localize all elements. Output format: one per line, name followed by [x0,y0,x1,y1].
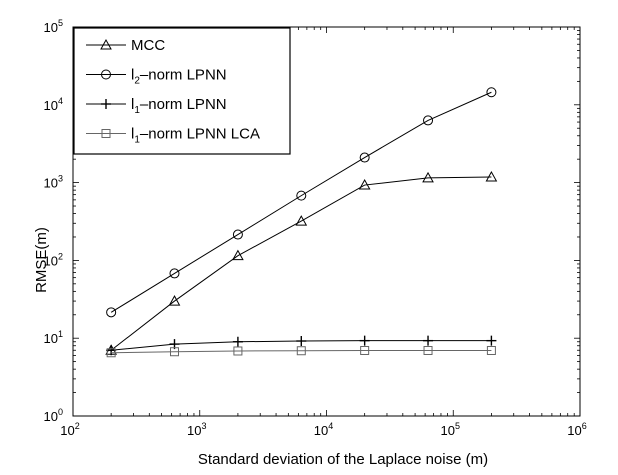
series-3 [106,345,496,358]
legend-label: l1–norm LPNN [131,96,227,116]
series-1 [106,87,497,318]
data-point [423,335,434,346]
y-tick-label: 100 [44,407,63,424]
x-tick-label: 104 [314,421,333,438]
legend-entry: l2–norm LPNN [86,67,227,87]
x-axis-title: Standard deviation of the Laplace noise … [198,451,488,468]
data-point [486,335,497,346]
series-line [111,349,492,354]
data-point [106,345,117,356]
y-tick-label: 103 [44,174,63,191]
legend-label: l2–norm LPNN [131,67,227,87]
x-tick-label: 102 [60,421,79,438]
data-point [359,152,370,163]
legend-marker [101,69,111,80]
legend: MCC l2–norm LPNN l1–norm LPNN l1–norm LPNN … [73,27,291,155]
data-point [169,268,180,279]
data-point [360,345,370,355]
x-tick-label: 106 [567,421,586,438]
legend-entry: MCC [86,37,165,54]
data-point [485,170,498,182]
data-point [359,335,370,346]
data-point [232,229,243,240]
legend-label: MCC [131,37,165,54]
legend-marker [101,99,111,109]
y-tick-label: 102 [44,251,63,268]
legend-entry: l1–norm LPNN LCA [86,126,260,146]
legend-label: l1–norm LPNN LCA [131,126,260,146]
y-axis-title: RMSE(m) [33,227,50,293]
series-line [110,91,492,313]
data-point [486,87,497,98]
series-line [110,176,492,351]
data-point [423,345,433,355]
plot-area: 102 103 104 105 106 100 101 102 103 104 105 [44,18,587,438]
data-point [233,346,243,356]
legend-marker [101,129,111,138]
y-tick-label: 104 [44,96,63,113]
data-point [296,336,307,347]
data-point [422,171,434,183]
data-point [486,345,496,355]
legend-marker [100,38,112,50]
legend-entry: l1–norm LPNN [86,96,227,116]
data-point [423,115,434,126]
y-tick-label: 105 [44,18,63,35]
data-point [106,307,117,318]
series-0 [105,170,498,355]
data-point [296,190,307,201]
data-point [169,347,179,357]
data-point [358,179,371,190]
y-tick-label: 101 [44,329,63,346]
x-tick-label: 105 [441,421,460,438]
data-point [296,346,306,356]
data-point [106,348,116,358]
data-point [295,215,308,226]
x-tick-label: 103 [187,421,206,438]
data-point [168,295,181,306]
data-point [232,336,243,347]
data-point [232,249,244,261]
